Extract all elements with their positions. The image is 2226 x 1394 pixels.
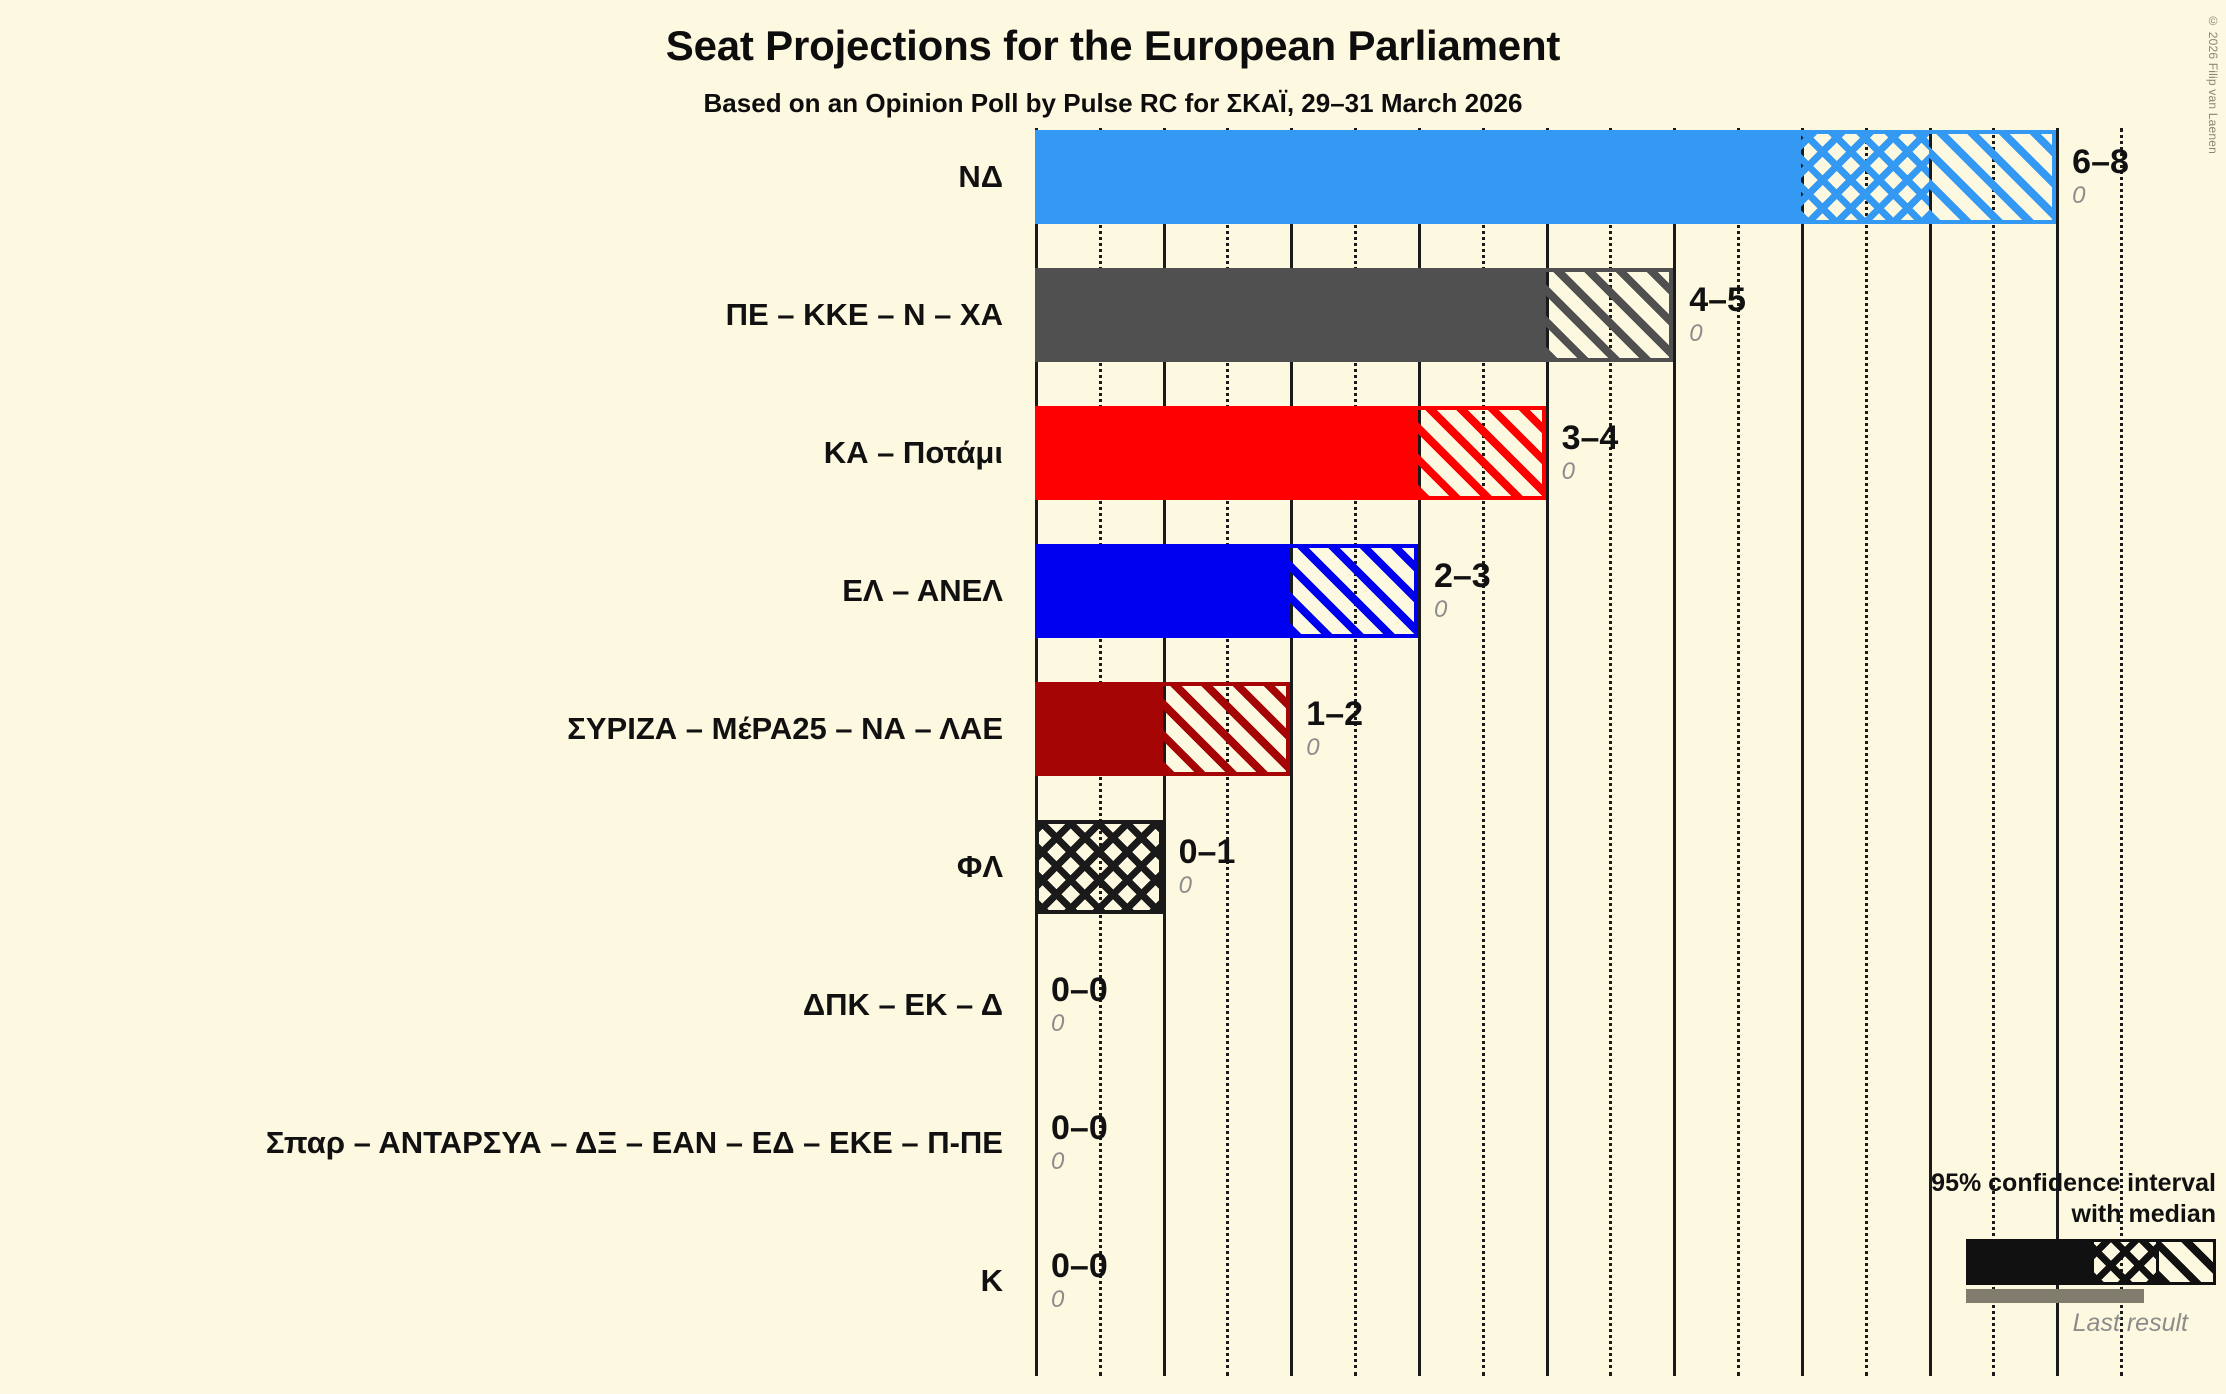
bar-segment-diagonal <box>1290 544 1418 638</box>
bar-segment-solid <box>1035 682 1163 776</box>
bar-segment-crosshatch <box>1035 820 1163 914</box>
bar <box>1035 820 1163 914</box>
gridline-minor <box>2120 128 2123 1376</box>
legend-last-result-label: Last result <box>2072 1309 2188 1337</box>
bar-last-result: 0 <box>1051 1285 1065 1313</box>
bar-value-range: 0–0 <box>1051 970 1108 1009</box>
gridline-minor <box>1481 128 1485 1376</box>
gridline-major <box>1545 128 1549 1376</box>
bar <box>1035 130 2057 224</box>
gridline-minor <box>1609 128 1613 1376</box>
bar-segment-solid <box>1035 406 1418 500</box>
gridline-minor <box>1737 128 1741 1376</box>
gridline-major <box>1290 128 1294 1376</box>
legend-diagonal-segment <box>2156 1239 2216 1285</box>
gridline-major <box>2056 128 2060 1376</box>
bar-value-range: 0–1 <box>1178 832 1236 871</box>
bar-segment-diagonal <box>1162 682 1291 776</box>
bar-last-result: 0 <box>1561 457 1575 485</box>
legend-line-1: 95% confidence interval <box>1931 1169 2216 1197</box>
legend-crosshatch-segment <box>2091 1239 2156 1285</box>
bar-value-group: 3–4 0 <box>1546 406 1619 500</box>
page-title: Seat Projections for the European Parlia… <box>665 22 1561 69</box>
gridline-major <box>1800 128 1804 1376</box>
bar-value-range: 3–4 <box>1561 418 1619 457</box>
legend: 95% confidence interval with median Last… <box>1886 1168 2216 1338</box>
bar-segment-solid <box>1035 130 1801 224</box>
bar-value-group: 0–0 0 <box>1035 1096 1108 1190</box>
chart-subtitle: Based on an Opinion Poll by Pulse RC for… <box>703 88 1523 118</box>
copyright-notice: © 2026 Filip van Laenen <box>2206 14 2220 155</box>
bar-last-result: 0 <box>1689 319 1703 347</box>
legend-solid-segment <box>1966 1239 2091 1285</box>
bar-row-label: ΝΔ <box>958 159 1003 194</box>
bar-segment-solid <box>1035 268 1546 362</box>
bar-segment-crosshatch <box>1800 130 1929 224</box>
gridline-minor <box>1354 128 1358 1376</box>
bar-value-group: 6–8 0 <box>2056 130 2129 224</box>
bar-segment-diagonal <box>1417 406 1546 500</box>
bar-value-group: 0–0 0 <box>1035 958 1108 1052</box>
bar-row-label: ΦΛ <box>956 849 1003 884</box>
legend-swatch-row <box>1886 1239 2216 1285</box>
bar <box>1035 268 1674 362</box>
bar-row-label: ΣΥΡΙΖΑ – ΜέΡΑ25 – ΝΑ – ΛΑΕ <box>567 711 1003 746</box>
gridline-minor <box>1992 128 1996 1376</box>
bar-value-group: 0–1 0 <box>1163 820 1236 914</box>
bar-value-range: 0–0 <box>1051 1246 1108 1285</box>
gridline-major <box>1673 128 1677 1376</box>
bar-row-label: ΠΕ – ΚΚΕ – Ν – ΧΑ <box>725 297 1003 332</box>
bar <box>1035 682 1291 776</box>
bar-segment-solid <box>1035 544 1291 638</box>
gridline-major <box>1928 128 1932 1376</box>
bar-value-range: 0–0 <box>1051 1108 1108 1147</box>
gridline-major <box>1417 128 1421 1376</box>
legend-last-result-row <box>1886 1289 2216 1303</box>
bar-value-group: 2–3 0 <box>1418 544 1491 638</box>
bar-value-group: 1–2 0 <box>1290 682 1363 776</box>
bar-row-label: ΕΛ – ΑΝΕΛ <box>842 573 1003 608</box>
bar-row-label: Κ <box>980 1263 1003 1298</box>
bar-last-result: 0 <box>1051 1009 1065 1037</box>
bar-last-result: 0 <box>1178 871 1192 899</box>
bar-value-group: 4–5 0 <box>1673 268 1746 362</box>
bar-last-result: 0 <box>1433 595 1448 623</box>
bar-value-range: 4–5 <box>1689 280 1746 319</box>
legend-ci-bar <box>1966 1239 2216 1285</box>
gridline-minor <box>1864 128 1868 1376</box>
bar-last-result: 0 <box>2072 181 2086 209</box>
bar-segment-diagonal <box>1928 130 2057 224</box>
bar-segment-diagonal <box>1545 268 1674 362</box>
bar-row-label: ΔΠΚ – ΕΚ – Δ <box>802 987 1003 1022</box>
legend-line-2: with median <box>2071 1199 2216 1228</box>
bar-value-range: 6–8 <box>2072 142 2129 181</box>
bar <box>1035 544 1418 638</box>
bar-value-range: 2–3 <box>1433 556 1491 595</box>
bar-last-result: 0 <box>1306 733 1320 761</box>
legend-last-result-bar <box>1966 1289 2144 1303</box>
bar-last-result: 0 <box>1051 1147 1065 1175</box>
bar-value-range: 1–2 <box>1306 694 1364 733</box>
bar-value-group: 0–0 0 <box>1035 1234 1108 1328</box>
bar-row-label: Σπαρ – ΑΝΤΑΡΣΥΑ – ΔΞ – ΕΑΝ – ΕΔ – ΕΚΕ – … <box>265 1125 1003 1160</box>
bar <box>1035 406 1546 500</box>
bar-row-label: ΚΑ – Ποτάμι <box>823 435 1003 470</box>
